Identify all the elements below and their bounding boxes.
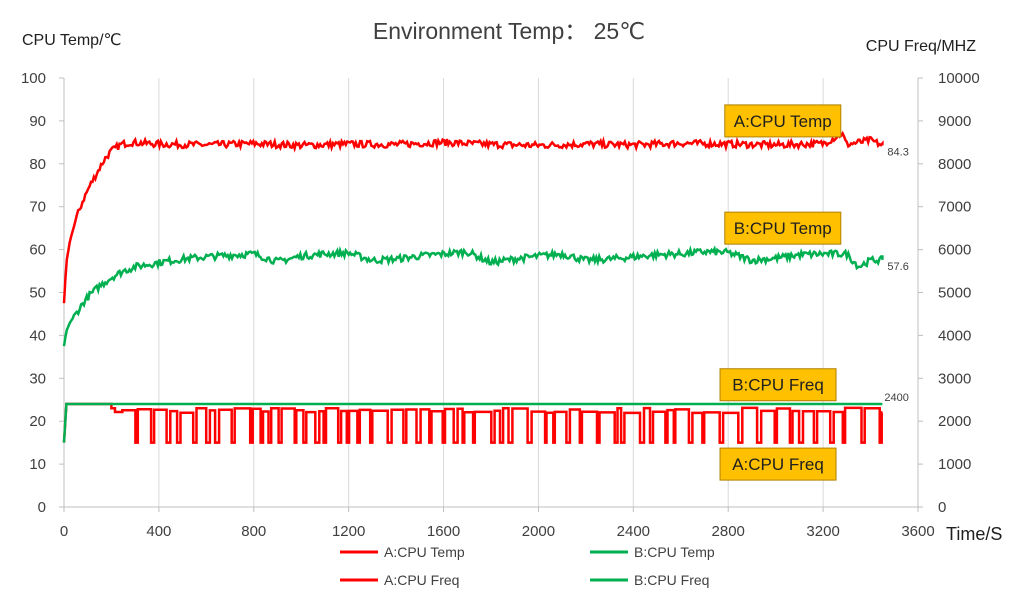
y2-tick-label: 4000	[938, 327, 971, 344]
y-tick-label: 30	[29, 370, 46, 387]
y2-tick-label: 10000	[938, 70, 980, 87]
end-label-a-cpu-temp: 84.3	[887, 146, 908, 158]
x-axis-title: Time/S	[946, 524, 1003, 544]
x-tick-label: 2000	[522, 523, 555, 540]
x-tick-label: 3600	[901, 523, 934, 540]
y-tick-label: 90	[29, 113, 46, 130]
series-line-b-cpu-temp	[62, 245, 884, 347]
y-tick-label: 0	[38, 499, 46, 516]
y2-tick-label: 8000	[938, 156, 971, 173]
annotation-label: B:CPU Freq	[732, 376, 824, 395]
annotation-label: A:CPU Temp	[734, 112, 832, 131]
y2-tick-label: 6000	[938, 242, 971, 259]
y-tick-label: 100	[21, 70, 46, 87]
y2-tick-label: 9000	[938, 113, 971, 130]
x-tick-label: 0	[60, 523, 68, 540]
y2-tick-label: 3000	[938, 370, 971, 387]
legend-label: A:CPU Temp	[384, 544, 465, 560]
annotation-box	[719, 368, 837, 402]
annotation-label: B:CPU Temp	[734, 219, 832, 238]
x-tick-label: 2400	[617, 523, 650, 540]
annotation-box	[724, 104, 842, 138]
y-tick-label: 50	[29, 285, 46, 302]
series-line-b-cpu-freq	[62, 402, 883, 443]
y2-tick-label: 7000	[938, 199, 971, 216]
x-tick-label: 1200	[332, 523, 365, 540]
x-tick-label: 400	[146, 523, 171, 540]
y-tick-label: 20	[29, 413, 46, 430]
annotation-label: A:CPU Freq	[732, 455, 824, 474]
y2-tick-label: 2000	[938, 413, 971, 430]
legend-label: B:CPU Temp	[634, 544, 715, 560]
legend-label: B:CPU Freq	[634, 572, 709, 588]
y2-axis-title: CPU Freq/MHZ	[865, 38, 976, 55]
end-label-b-cpu-temp: 57.6	[887, 261, 908, 273]
annotation-box	[724, 211, 842, 245]
legend-label: A:CPU Freq	[384, 572, 459, 588]
y-tick-label: 60	[29, 242, 46, 259]
y-axis-title: CPU Temp/℃	[22, 32, 122, 49]
annotation-box	[719, 447, 837, 481]
x-tick-label: 800	[241, 523, 266, 540]
x-tick-label: 1600	[427, 523, 460, 540]
y-tick-label: 10	[29, 456, 46, 473]
x-tick-label: 3200	[806, 523, 839, 540]
chart-title: Environment Temp： 25℃	[372, 18, 646, 44]
y2-tick-label: 1000	[938, 456, 971, 473]
y-tick-label: 40	[29, 327, 46, 344]
y2-tick-label: 0	[938, 499, 946, 516]
x-tick-label: 2800	[712, 523, 745, 540]
y-tick-label: 80	[29, 156, 46, 173]
series-line-a-cpu-freq	[62, 402, 883, 444]
y2-tick-label: 5000	[938, 285, 971, 302]
series-line-a-cpu-temp	[62, 130, 884, 304]
end-label-b-cpu-freq: 2400	[884, 392, 908, 404]
y-tick-label: 70	[29, 199, 46, 216]
